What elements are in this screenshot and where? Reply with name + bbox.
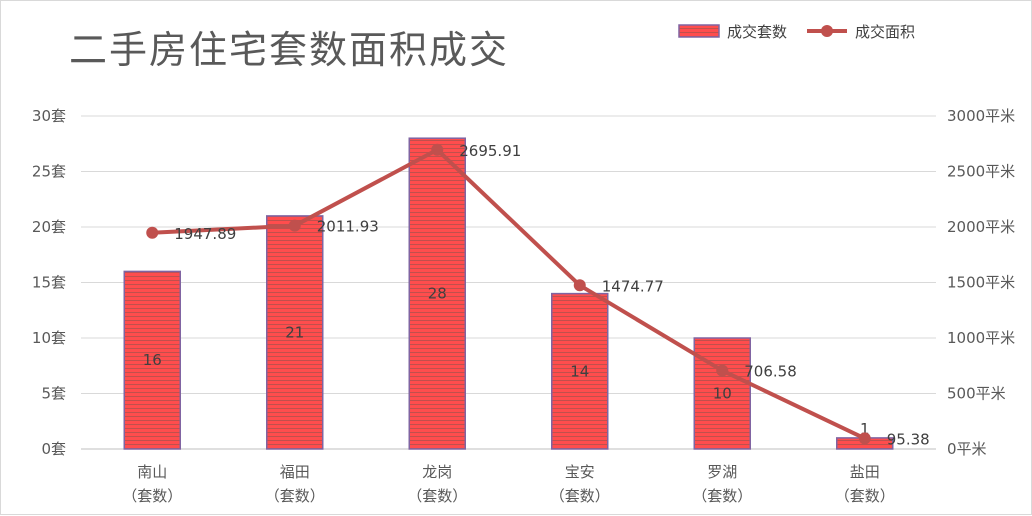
bar-value-label: 16: [143, 351, 162, 369]
line-value-label: 1947.89: [174, 225, 236, 243]
bar-series: [123, 137, 894, 450]
category-label: 盐田: [850, 463, 880, 481]
right-tick-label: 3000平米: [947, 107, 1015, 125]
bar: [693, 337, 751, 450]
category-label: 龙岗: [422, 463, 452, 481]
legend: 成交套数 成交面积: [678, 23, 915, 41]
left-tick-label: 20套: [32, 218, 66, 236]
category-label: 宝安: [565, 463, 595, 481]
category-sublabel: （套数）: [550, 487, 610, 505]
line-point: [858, 432, 871, 445]
category-axis-labels: 南山 （套数） 福田 （套数） 龙岗 （套数） 宝安 （套数） 罗湖 （套数） 盐田 （套数）: [122, 463, 895, 505]
line-point: [573, 279, 586, 292]
right-tick-label: 1000平米: [947, 329, 1015, 347]
category-label: 南山: [137, 463, 167, 481]
category-sublabel: （套数）: [835, 487, 895, 505]
line-value-label: 2695.91: [459, 142, 521, 160]
left-axis-ticks: 0套 5套 10套 15套 20套 25套 30套: [32, 107, 66, 458]
bar-value-label: 14: [570, 362, 589, 380]
line-data-labels: 1947.89 2011.93 2695.91 1474.77 706.58 95.38: [174, 142, 929, 449]
right-axis-ticks: 0平米 500平米 1000平米 1500平米 2000平米 2500平米 3000平米: [947, 107, 1015, 458]
right-tick-label: 500平米: [947, 385, 1006, 403]
left-tick-label: 25套: [32, 163, 66, 181]
line-series: [146, 143, 871, 445]
line-value-label: 1474.77: [602, 277, 664, 295]
line-value-label: 2011.93: [317, 218, 379, 236]
right-tick-label: 1500平米: [947, 274, 1015, 292]
right-tick-label: 2000平米: [947, 218, 1015, 236]
bar-data-labels: 16 21 28 14 10 1: [143, 285, 870, 438]
bar-value-label: 10: [713, 385, 732, 403]
left-tick-label: 10套: [32, 329, 66, 347]
bar: [123, 270, 181, 450]
left-tick-label: 15套: [32, 274, 66, 292]
right-tick-label: 0平米: [947, 440, 987, 458]
legend-bar-label: 成交套数: [727, 23, 787, 41]
line-value-label: 95.38: [887, 430, 930, 448]
category-sublabel: （套数）: [122, 487, 182, 505]
category-label: 福田: [280, 463, 310, 481]
bar-value-label: 1: [860, 420, 870, 438]
gridlines: [81, 115, 936, 450]
category-sublabel: （套数）: [265, 487, 325, 505]
series-line: [152, 147, 866, 441]
line-point: [716, 364, 729, 377]
legend-line-label: 成交面积: [855, 23, 915, 41]
bar-value-label: 28: [428, 285, 447, 303]
bar: [408, 137, 466, 450]
left-tick-label: 5套: [41, 385, 66, 403]
left-tick-label: 0套: [41, 440, 66, 458]
line-point: [146, 226, 159, 239]
bar: [266, 215, 324, 450]
right-tick-label: 2500平米: [947, 163, 1015, 181]
line-point: [431, 143, 444, 156]
line-point: [288, 219, 301, 232]
category-sublabel: （套数）: [692, 487, 752, 505]
line-value-label: 706.58: [744, 363, 797, 381]
legend-line-marker: [821, 25, 833, 37]
bar-value-label: 21: [285, 323, 304, 341]
category-sublabel: （套数）: [407, 487, 467, 505]
bar: [551, 292, 609, 450]
category-label: 罗湖: [707, 463, 737, 481]
left-tick-label: 30套: [32, 107, 66, 125]
legend-bar-swatch: [678, 24, 720, 38]
chart-title: 二手房住宅套数面积成交: [69, 28, 509, 72]
